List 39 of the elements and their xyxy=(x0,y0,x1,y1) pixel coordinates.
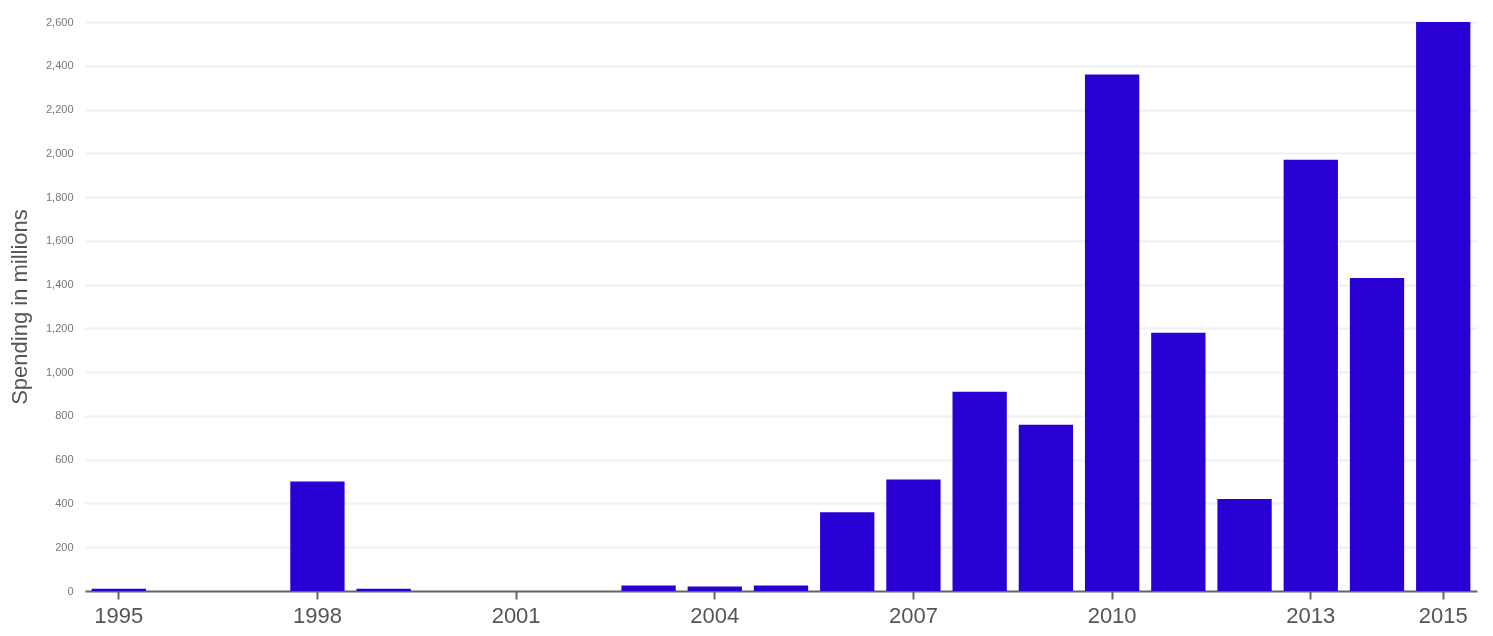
x-tick-label: 2004 xyxy=(690,602,740,628)
y-axis-title: Spending in millions xyxy=(6,209,32,405)
x-tick-label: 2013 xyxy=(1286,602,1336,628)
y-tick-label: 600 xyxy=(55,453,74,466)
y-tick-label: 2,400 xyxy=(45,59,74,72)
x-tick-label: 2015 xyxy=(1418,602,1468,628)
bar xyxy=(356,588,411,591)
bar xyxy=(886,479,941,591)
bar xyxy=(1416,22,1471,591)
x-tick-label: 1995 xyxy=(94,602,144,628)
y-tick-label: 1,600 xyxy=(45,234,74,247)
bar xyxy=(687,586,742,591)
y-tick-label: 1,000 xyxy=(45,365,74,378)
y-tick-label: 1,800 xyxy=(45,190,74,203)
bar xyxy=(1283,159,1338,591)
y-tick-label: 0 xyxy=(67,584,74,597)
bar xyxy=(91,588,146,591)
y-tick-label: 1,400 xyxy=(45,278,74,291)
bar xyxy=(1151,332,1206,591)
bar xyxy=(820,512,875,591)
y-tick-label: 2,000 xyxy=(45,146,74,159)
y-tick-label: 400 xyxy=(55,496,74,509)
y-tick-label: 200 xyxy=(55,540,74,553)
y-tick-label: 2,200 xyxy=(45,103,74,116)
bar xyxy=(1349,278,1405,591)
bar xyxy=(1217,499,1272,591)
y-tick-label: 800 xyxy=(55,409,74,422)
x-tick-label: 2010 xyxy=(1087,602,1137,628)
y-tick-label: 2,600 xyxy=(45,15,74,28)
bar xyxy=(952,391,1007,591)
bar xyxy=(290,481,345,591)
x-tick-label: 2001 xyxy=(491,602,541,628)
bar xyxy=(621,585,676,591)
y-tick-label: 1,200 xyxy=(45,321,74,334)
x-tick-label: 1998 xyxy=(292,602,342,628)
bar xyxy=(1084,74,1140,591)
x-tick-label: 2007 xyxy=(888,602,938,628)
bar xyxy=(753,585,809,591)
bar xyxy=(1018,424,1074,591)
